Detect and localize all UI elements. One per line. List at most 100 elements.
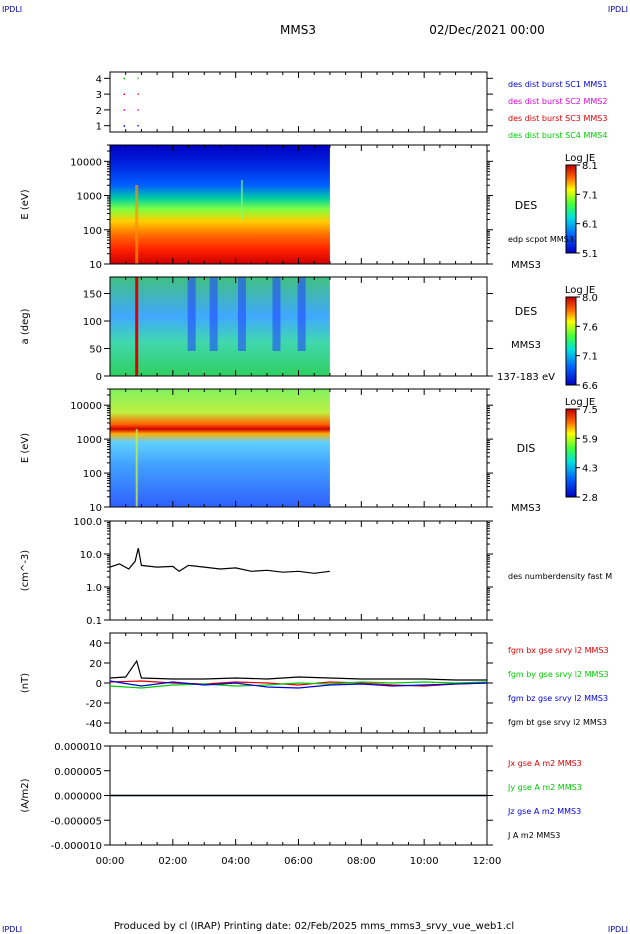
y-tick-label: 10000	[70, 401, 102, 412]
spectrogram-image	[110, 389, 330, 507]
side-label-spacecraft: MMS3	[511, 260, 541, 271]
y-tick-label: 10	[89, 503, 102, 514]
series-line	[109, 659, 487, 681]
colorbar	[565, 164, 577, 254]
legend-entry: des dist burst SC2 MMS2	[508, 97, 607, 106]
y-axis-label: (cm^-3)	[20, 550, 31, 591]
legend-entry: fgm bz gse srvy l2 MMS3	[508, 694, 608, 703]
legend-entry: Jx gse A m2 MMS3	[507, 759, 582, 768]
colorbar-tick-label: 7.1	[582, 352, 598, 363]
spectrogram-image	[110, 277, 330, 376]
y-tick-label: 0	[96, 372, 102, 383]
y-tick-label: 10000	[70, 157, 102, 168]
side-label-scpot: edp scpot MMS3	[508, 235, 574, 244]
series-line	[109, 681, 488, 689]
colorbar	[565, 296, 577, 386]
side-label-instrument: DIS	[517, 442, 536, 455]
x-tick-label: 12:00	[473, 856, 502, 867]
burst-marker	[123, 93, 126, 96]
series-line	[109, 680, 488, 687]
spectrogram-event-stripe	[135, 185, 139, 264]
y-tick-label: 0	[96, 679, 102, 690]
x-tick-label: 08:00	[347, 856, 376, 867]
side-label-instrument: DES	[515, 305, 537, 318]
legend-entry: Jz gse A m2 MMS3	[507, 807, 581, 816]
plot-datetime: 02/Dec/2021 00:00	[429, 23, 545, 37]
y-tick-label: 100	[83, 317, 102, 328]
y-tick-label: 0.000000	[54, 792, 102, 803]
spectrogram-band	[297, 277, 306, 351]
y-axis-label: (nT)	[20, 673, 31, 693]
y-tick-label: -0.000005	[51, 816, 102, 827]
corner-label-top-right: IPDLI	[608, 5, 628, 14]
colorbar-tick-label: 4.3	[582, 464, 598, 475]
panel-des-energy-spectrogram: 10 100 1000 10000 E (eV) Log JE8.1 7.1 6.1 5.1 DE…	[20, 144, 598, 271]
panel-frame	[109, 71, 488, 133]
spectrogram-band	[209, 277, 218, 351]
legend-entry: des numberdensity fast M	[508, 572, 612, 581]
legend-entry: fgm bx gse srvy l2 MMS3	[508, 646, 609, 655]
x-tick-label: 00:00	[96, 856, 125, 867]
panel-number-density: 0.1 1.0 10.0 100.0 (cm^-3) des numberdensity …	[20, 517, 612, 627]
x-tick-label: 06:00	[284, 856, 313, 867]
panel-des-pitch-angle: 0 50 100 150 a (deg) Log JE8.0 7.6 7.1 6.6 DES MMS…	[20, 276, 598, 392]
colorbar-title: Log JE	[565, 153, 595, 164]
y-tick-label: 10.0	[80, 550, 102, 561]
y-tick-label: 1	[96, 122, 102, 133]
spectrogram-band	[272, 277, 281, 351]
y-tick-label: 10	[89, 260, 102, 271]
panel-magnetic-field: -40 -20 0 20 40 (nT) fgm bx gse srvy l2 MMS3 fg…	[20, 632, 609, 734]
corner-label-top-left: IPDLI	[2, 5, 22, 14]
panel-frame	[109, 520, 488, 621]
y-tick-label: -40	[86, 719, 102, 730]
x-tick-label: 10:00	[410, 856, 439, 867]
y-tick-label: 0.000005	[54, 767, 102, 778]
colorbar-tick-label: 7.5	[582, 405, 598, 416]
side-label-spacecraft: MMS3	[511, 340, 541, 351]
y-tick-label: 3	[96, 90, 102, 101]
y-tick-label: 1000	[77, 435, 102, 446]
mission-title: MMS3	[280, 23, 316, 37]
side-label-spacecraft: MMS3	[511, 503, 541, 514]
side-label-instrument: DES	[515, 199, 537, 212]
spectrogram-image	[110, 145, 330, 264]
legend-entry: fgm bt gse srvy l2 MMS3	[508, 718, 607, 727]
legend-entry: Jy gse A m2 MMS3	[507, 783, 582, 792]
y-tick-label: 4	[96, 74, 102, 85]
burst-marker	[123, 77, 126, 80]
y-tick-label: 1000	[77, 192, 102, 203]
x-tick-label: 02:00	[158, 856, 187, 867]
y-tick-label: 20	[89, 659, 102, 670]
y-tick-label: 100	[83, 469, 102, 480]
corner-label-bottom-right: IPDLI	[608, 925, 628, 934]
colorbar-tick-label: 6.1	[582, 220, 598, 231]
y-tick-label: 2	[96, 106, 102, 117]
colorbar-tick-label: 7.6	[582, 322, 598, 333]
colorbar-title: Log JE	[565, 397, 595, 408]
footer-credits: Produced by cl (IRAP) Printing date: 02/…	[114, 921, 514, 932]
corner-label-bottom-left: IPDLI	[2, 925, 22, 934]
y-tick-label: 150	[83, 290, 102, 301]
colorbar-title: Log JE	[565, 285, 595, 296]
spectrogram-event-stripe	[135, 429, 138, 507]
x-tick-label: 04:00	[221, 856, 250, 867]
legend-entry: des dist burst SC4 MMS4	[508, 131, 607, 140]
y-tick-label: 100	[83, 226, 102, 237]
burst-marker	[123, 125, 126, 127]
y-tick-label: 40	[89, 639, 102, 650]
legend-entry: des dist burst SC1 MMS1	[508, 80, 607, 89]
y-tick-label: 50	[89, 345, 102, 356]
colorbar-tick-label: 6.6	[582, 381, 598, 392]
y-tick-label: -20	[86, 699, 102, 710]
side-label-energy-range: 137-183 eV	[497, 372, 555, 383]
panel-current-density: -0.000010 -0.000005 0.000000 0.000005 0.0000…	[20, 742, 582, 852]
spectrogram-event-stripe	[135, 277, 139, 376]
colorbar-tick-label: 8.1	[582, 161, 598, 172]
y-tick-label: 1.0	[86, 583, 102, 594]
legend-entry: J A m2 MMS3	[507, 831, 560, 840]
colorbar-tick-label: 5.9	[582, 434, 598, 445]
spectrogram-band	[187, 277, 196, 351]
colorbar-tick-label: 8.0	[582, 293, 598, 304]
colorbar-tick-label: 5.1	[582, 249, 598, 260]
